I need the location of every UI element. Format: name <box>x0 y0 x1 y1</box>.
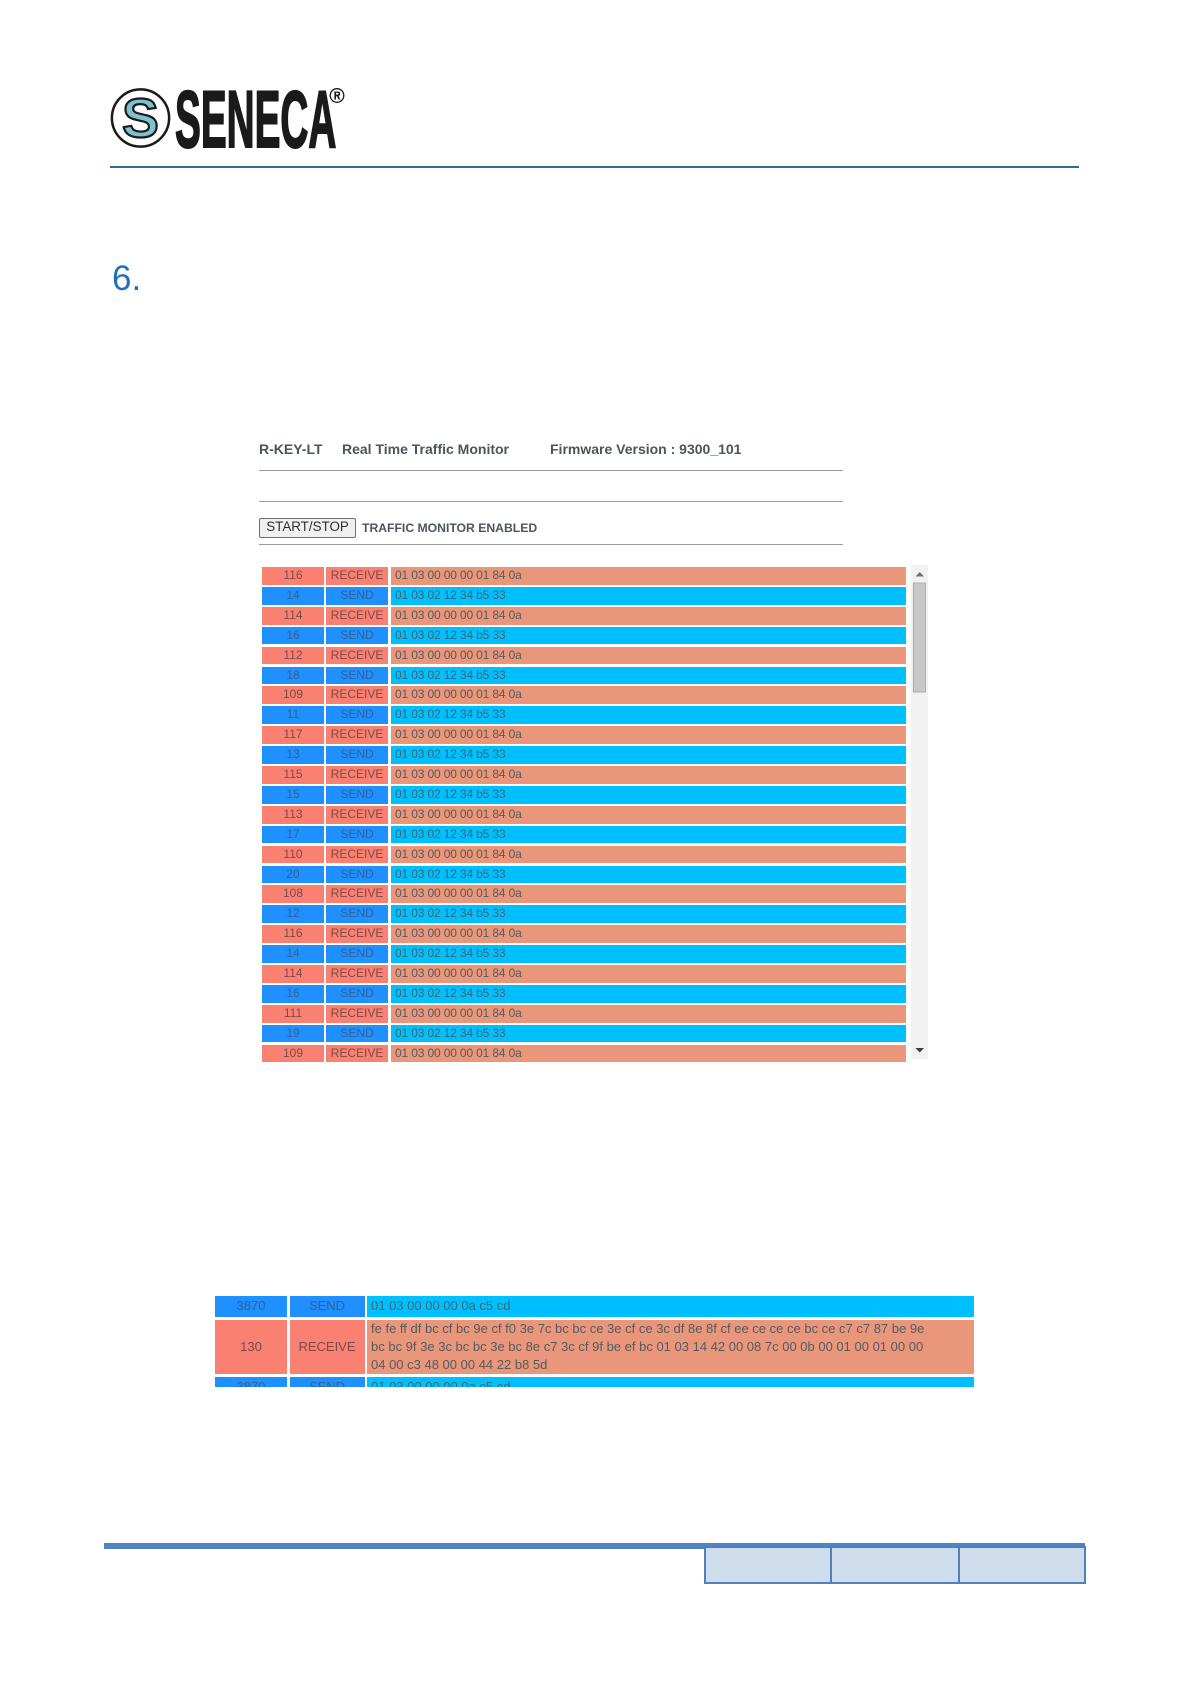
svg-text:SENECA: SENECA <box>175 80 336 160</box>
svg-text:S: S <box>122 87 159 149</box>
